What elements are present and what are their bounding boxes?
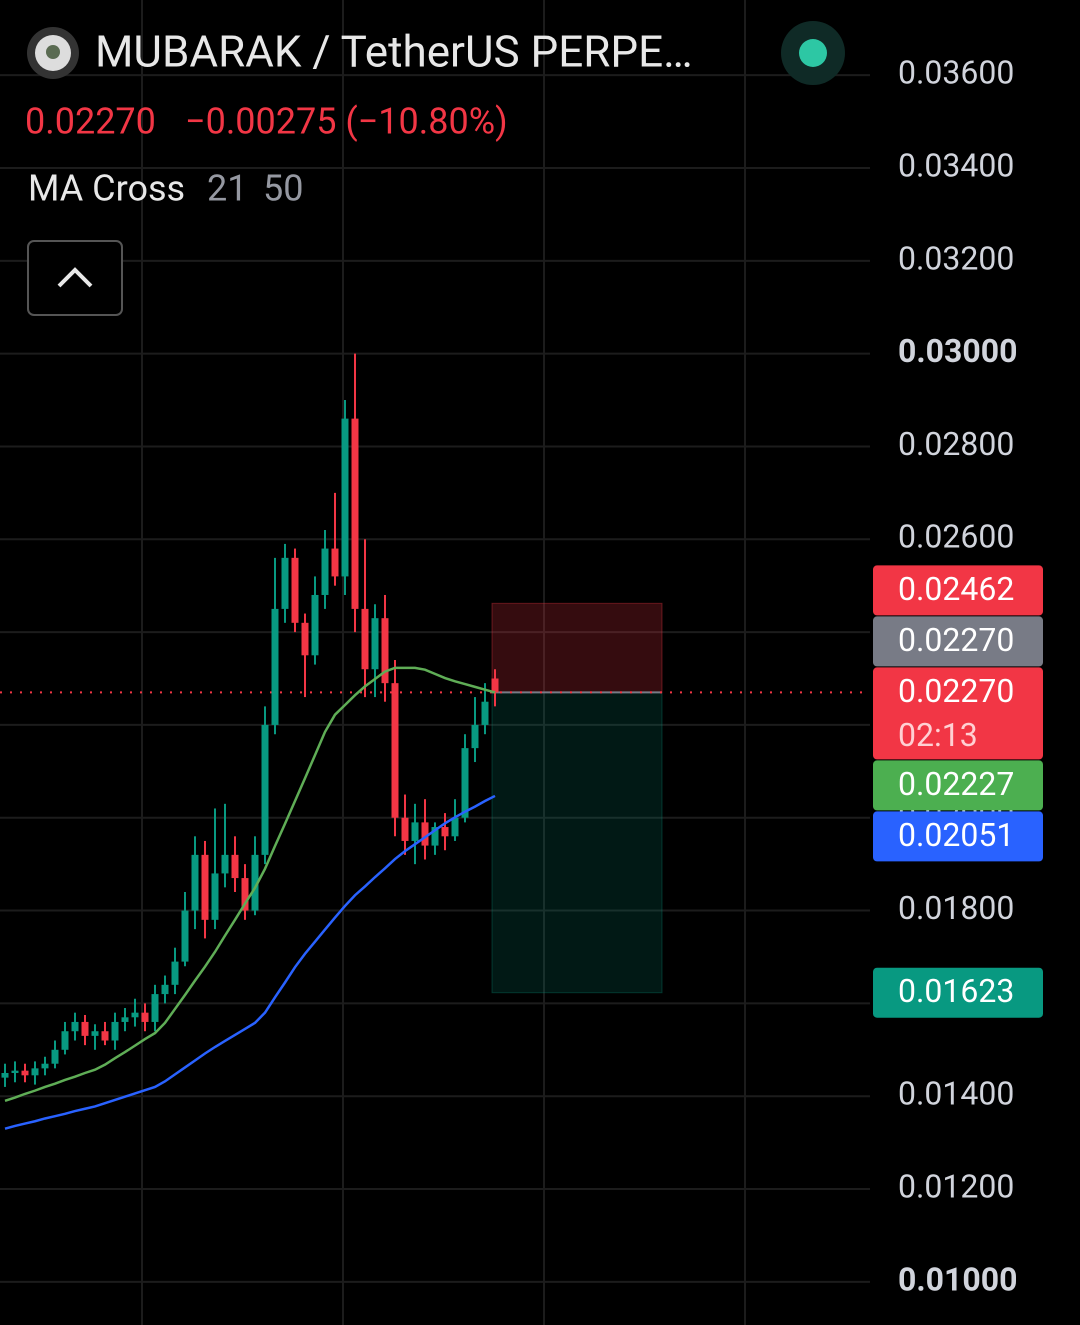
y-tick-label: 0.03400 bbox=[898, 146, 1014, 184]
candle-body bbox=[131, 1012, 139, 1018]
candle-body bbox=[221, 854, 229, 874]
candle-body bbox=[371, 618, 379, 670]
last-price: 0.02270 bbox=[25, 101, 156, 143]
candle-body bbox=[291, 557, 299, 623]
candle-body bbox=[471, 724, 479, 749]
price-label: 0.02270 bbox=[898, 621, 1014, 659]
candle-body bbox=[61, 1031, 69, 1050]
y-tick-label: 0.03600 bbox=[898, 54, 1014, 92]
candle-body bbox=[341, 418, 349, 577]
candle-body bbox=[421, 822, 429, 846]
candle-body bbox=[431, 827, 439, 846]
candle-body bbox=[301, 622, 309, 656]
collapse-button[interactable] bbox=[27, 240, 123, 316]
price-label-box bbox=[873, 811, 1043, 862]
chevron-up bbox=[57, 267, 93, 288]
price-label: 0.01623 bbox=[898, 972, 1014, 1010]
candle-body bbox=[141, 1012, 149, 1022]
price-label-box bbox=[873, 667, 1043, 760]
candle-body bbox=[11, 1070, 19, 1073]
candle-body bbox=[121, 1017, 129, 1022]
y-tick-label: 0.01200 bbox=[898, 1167, 1014, 1205]
candle-body bbox=[361, 608, 369, 670]
symbol-title[interactable]: MUBARAK / TetherUS PERPE… bbox=[95, 26, 693, 78]
y-tick-label: 0.02600 bbox=[898, 518, 1014, 556]
candle-body bbox=[391, 683, 399, 818]
y-tick-label: 0.03200 bbox=[898, 239, 1014, 277]
candle-body bbox=[311, 594, 319, 656]
candle-body bbox=[251, 854, 259, 911]
price-label-box bbox=[873, 616, 1043, 667]
candle-body bbox=[241, 878, 249, 911]
candle-body bbox=[201, 854, 209, 920]
price-label: 0.02270 bbox=[898, 672, 1014, 710]
plot bbox=[0, 353, 870, 1130]
candle-body bbox=[441, 827, 449, 837]
candle-body bbox=[101, 1031, 109, 1041]
price-labels: 0.03600 0.03400 0.03200 0.03000 0.02800 0.026… bbox=[873, 54, 1043, 1298]
candle-body bbox=[351, 418, 359, 609]
candle-body bbox=[31, 1068, 39, 1076]
stop-zone bbox=[491, 602, 663, 693]
candle-body bbox=[151, 994, 159, 1022]
candle-body bbox=[71, 1021, 79, 1032]
indicator-name[interactable]: MA Cross bbox=[28, 168, 185, 210]
candle-body bbox=[411, 822, 419, 841]
price-label-box bbox=[873, 565, 1043, 616]
symbol-icon-face bbox=[46, 45, 60, 59]
candle-body bbox=[181, 910, 189, 962]
candle-body bbox=[321, 548, 329, 595]
candle-body bbox=[51, 1049, 59, 1064]
candle-body bbox=[171, 961, 179, 985]
candle-body bbox=[21, 1070, 29, 1076]
price-label: 0.02051 bbox=[898, 816, 1014, 854]
candle-body bbox=[191, 854, 199, 911]
candle-body bbox=[231, 854, 239, 879]
candle-body bbox=[111, 1021, 119, 1041]
candle-body bbox=[261, 724, 269, 855]
price-change: −0.00275 (−10.80%) bbox=[185, 101, 508, 143]
moving-average bbox=[4, 794, 496, 1130]
y-tick-label: 0.01400 bbox=[898, 1075, 1014, 1113]
candle-body bbox=[491, 678, 499, 693]
candle-body bbox=[161, 984, 169, 995]
candle-body bbox=[481, 701, 489, 725]
candle-body bbox=[331, 548, 339, 577]
countdown: 02:13 bbox=[898, 716, 978, 754]
candle-body bbox=[271, 608, 279, 725]
price-label: 0.02462 bbox=[898, 570, 1014, 608]
grid bbox=[0, 0, 870, 1325]
candle-body bbox=[461, 748, 469, 818]
candle-body bbox=[81, 1021, 89, 1036]
candle-body bbox=[451, 817, 459, 837]
y-tick-label: 0.01800 bbox=[898, 889, 1014, 927]
header: MUBARAK / TetherUS PERPE… 0.02270 −0.002… bbox=[25, 21, 845, 316]
price-label-box bbox=[873, 760, 1043, 811]
candle-body bbox=[91, 1031, 99, 1036]
target-zone bbox=[491, 691, 663, 994]
y-tick-label: 0.01000 bbox=[898, 1260, 1017, 1298]
indicator-period: 21 bbox=[207, 168, 247, 210]
candle-body bbox=[281, 557, 289, 609]
indicator-period: 50 bbox=[263, 168, 303, 210]
price-label: 0.02227 bbox=[898, 765, 1014, 803]
y-tick-label: 0.02800 bbox=[898, 425, 1014, 463]
status-dot bbox=[799, 39, 827, 67]
price-label-box bbox=[873, 967, 1043, 1018]
candle-body bbox=[401, 817, 409, 841]
candle-body bbox=[211, 873, 219, 920]
moving-average bbox=[4, 666, 496, 1103]
candle-body bbox=[41, 1063, 49, 1069]
candle-body bbox=[1, 1072, 9, 1078]
candle-body bbox=[381, 618, 389, 684]
y-tick-label: 0.03000 bbox=[898, 332, 1017, 370]
